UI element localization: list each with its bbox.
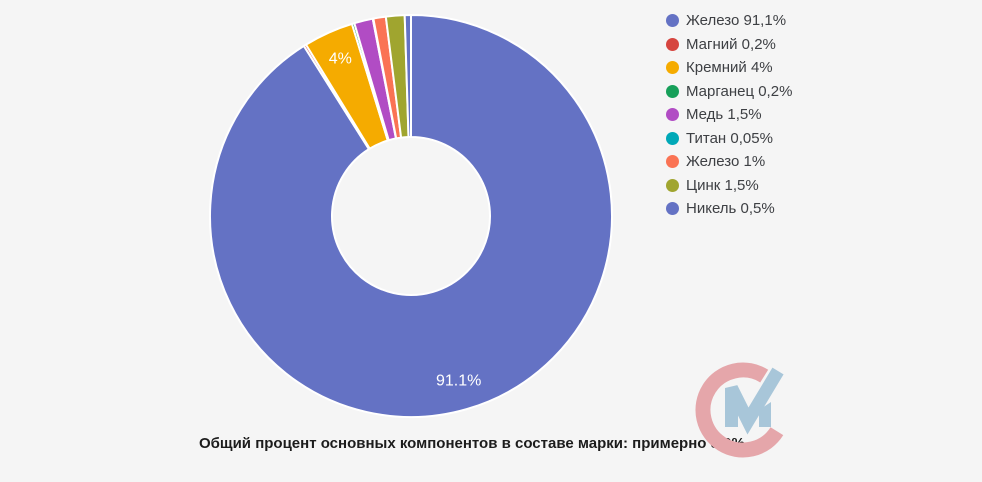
pie-slice[interactable]: [209, 14, 613, 418]
legend-item[interactable]: Медь 1,5%: [666, 103, 792, 127]
legend-label: Титан 0,05%: [686, 129, 773, 147]
legend-swatch-icon: [666, 131, 679, 145]
chart-caption: Общий процент основных компонентов в сос…: [199, 435, 745, 452]
legend-swatch-icon: [666, 155, 679, 169]
legend-label: Цинк 1,5%: [686, 176, 759, 194]
logo-m-check-icon: [725, 367, 784, 435]
donut-chart: 91.1% 4%: [209, 14, 613, 418]
brand-logo: [695, 362, 784, 458]
legend-swatch-icon: [666, 202, 679, 216]
legend-item[interactable]: Марганец 0,2%: [666, 80, 792, 104]
pie-slice[interactable]: [403, 14, 412, 139]
legend-swatch-icon: [666, 108, 679, 122]
legend-label: Магний 0,2%: [686, 35, 776, 53]
legend-item[interactable]: Цинк 1,5%: [666, 174, 792, 198]
legend-swatch-icon: [666, 14, 679, 28]
legend-label: Никель 0,5%: [686, 200, 775, 218]
legend-label: Марганец 0,2%: [686, 82, 793, 100]
legend-label: Железо 1%: [686, 153, 766, 171]
logo-c-icon: [695, 362, 784, 458]
legend-swatch-icon: [666, 84, 679, 98]
legend-label: Медь 1,5%: [686, 106, 762, 124]
legend-item[interactable]: Магний 0,2%: [666, 33, 792, 57]
legend-item[interactable]: Железо 1%: [666, 150, 792, 174]
chart-legend: Железо 91,1% Магний 0,2% Кремний 4% Маргане…: [666, 9, 792, 221]
legend-item[interactable]: Никель 0,5%: [666, 197, 792, 221]
legend-item[interactable]: Железо 91,1%: [666, 9, 792, 33]
slice-label: 4%: [329, 50, 352, 67]
legend-item[interactable]: Кремний 4%: [666, 56, 792, 80]
legend-swatch-icon: [666, 61, 679, 75]
slice-label: 91.1%: [436, 373, 481, 390]
logo-m-rightbar-icon: [759, 402, 771, 427]
legend-swatch-icon: [666, 37, 679, 51]
legend-label: Железо 91,1%: [686, 12, 787, 30]
legend-item[interactable]: Титан 0,05%: [666, 127, 792, 151]
legend-swatch-icon: [666, 178, 679, 192]
legend-label: Кремний 4%: [686, 59, 773, 77]
